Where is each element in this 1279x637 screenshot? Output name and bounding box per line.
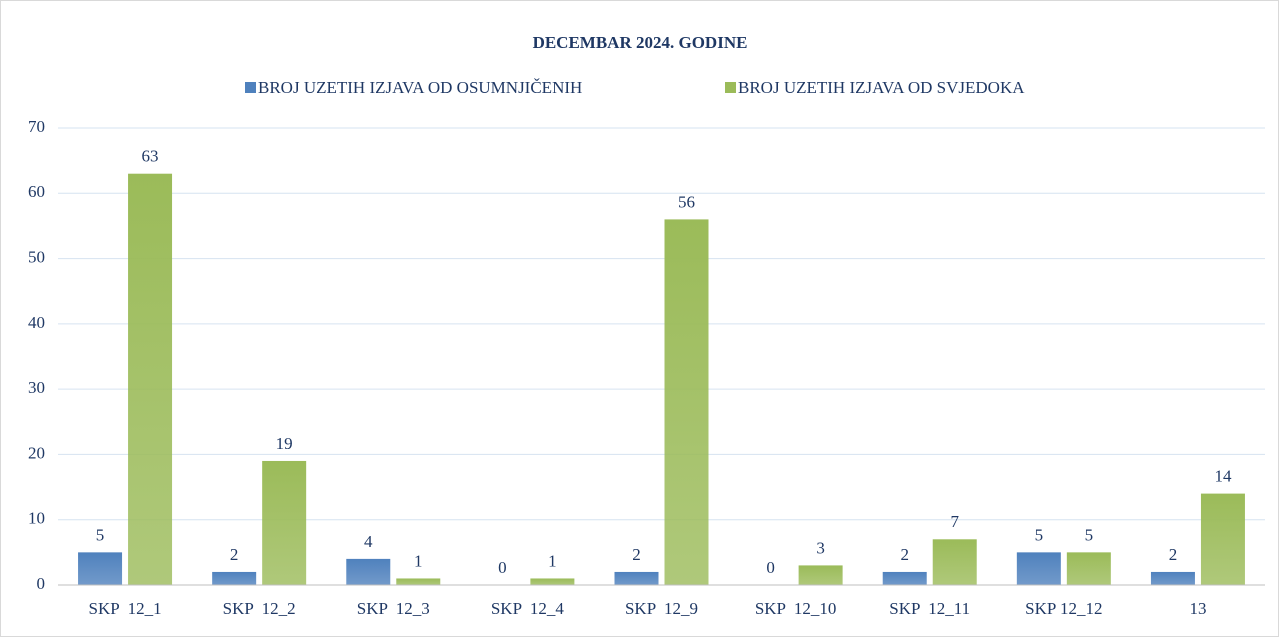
x-tick-label: SKP 12_12 — [1025, 599, 1102, 618]
data-label: 7 — [950, 512, 959, 531]
y-tick-label: 50 — [28, 247, 45, 266]
bar — [78, 552, 123, 585]
x-tick-label: SKP 12_10 — [755, 599, 837, 618]
legend-label: BROJ UZETIH IZJAVA OD OSUMNJIČENIH — [258, 78, 582, 97]
data-label: 1 — [548, 551, 557, 570]
x-tick-label: SKP 12_9 — [625, 599, 698, 618]
bar — [530, 578, 575, 585]
data-label: 63 — [142, 147, 159, 166]
y-tick-label: 70 — [28, 117, 45, 136]
y-tick-label: 40 — [28, 313, 45, 332]
legend-label: BROJ UZETIH IZJAVA OD SVJEDOKA — [738, 78, 1025, 97]
bar — [798, 565, 843, 585]
data-label: 5 — [1085, 525, 1094, 544]
bar — [1150, 571, 1195, 585]
x-tick-label: SKP 12_2 — [223, 599, 296, 618]
data-label: 0 — [498, 558, 507, 577]
legend-marker — [725, 82, 736, 93]
y-tick-label: 20 — [28, 443, 45, 462]
data-label: 3 — [816, 538, 825, 557]
y-tick-label: 0 — [37, 574, 46, 593]
x-tick-label: SKP 12_4 — [491, 599, 565, 618]
bar — [1200, 493, 1245, 585]
y-tick-label: 10 — [28, 509, 45, 528]
data-label: 4 — [364, 532, 373, 551]
bar — [664, 219, 709, 585]
legend-marker — [245, 82, 256, 93]
bar — [212, 571, 257, 585]
bar — [932, 539, 977, 585]
bar — [882, 571, 927, 585]
bar — [128, 173, 173, 585]
x-tick-label: SKP 12_3 — [357, 599, 430, 618]
data-label: 56 — [678, 192, 695, 211]
y-tick-label: 60 — [28, 182, 45, 201]
bar — [346, 558, 391, 585]
data-label: 2 — [900, 545, 909, 564]
x-tick-label: 13 — [1189, 599, 1206, 618]
bar — [262, 460, 307, 585]
data-label: 1 — [414, 551, 423, 570]
chart-title: DECEMBAR 2024. GODINE — [533, 33, 748, 52]
y-tick-label: 30 — [28, 378, 45, 397]
x-tick-label: SKP 12_11 — [889, 599, 970, 618]
bar — [1016, 552, 1061, 585]
bar — [396, 578, 441, 585]
data-label: 14 — [1214, 467, 1232, 486]
data-label: 2 — [1169, 545, 1178, 564]
data-label: 0 — [766, 558, 775, 577]
data-label: 19 — [276, 434, 293, 453]
data-label: 2 — [632, 545, 641, 564]
data-label: 2 — [230, 545, 239, 564]
bar — [614, 571, 659, 585]
bar — [1066, 552, 1111, 585]
x-tick-label: SKP 12_1 — [89, 599, 162, 618]
data-label: 5 — [1035, 525, 1044, 544]
data-label: 5 — [96, 525, 105, 544]
